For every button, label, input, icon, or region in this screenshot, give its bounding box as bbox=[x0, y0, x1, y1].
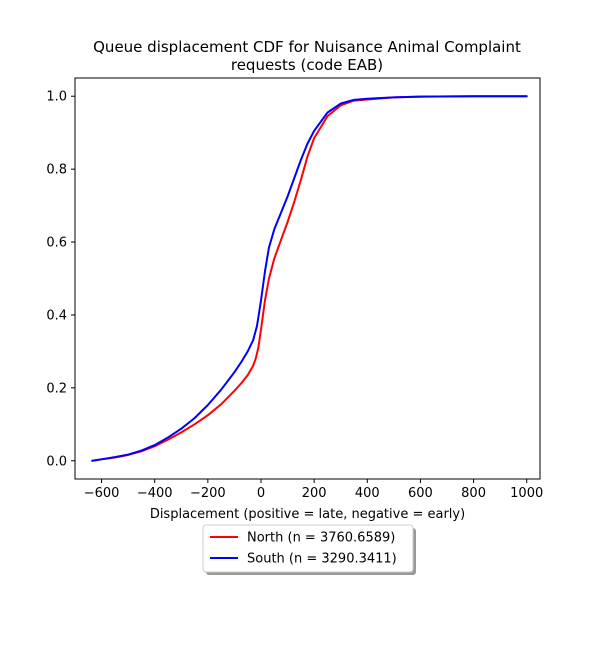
x-axis-label: Displacement (positive = late, negative … bbox=[150, 507, 465, 522]
x-tick-label: −600 bbox=[84, 486, 120, 501]
legend-box bbox=[202, 524, 414, 573]
chart-title-line-1: Queue displacement CDF for Nuisance Anim… bbox=[93, 38, 521, 56]
chart-title: Queue displacement CDF for Nuisance Anim… bbox=[93, 38, 521, 74]
y-tick-label: 1.0 bbox=[46, 90, 67, 105]
x-tick-label: −400 bbox=[137, 486, 173, 501]
x-tick-label: −200 bbox=[190, 486, 226, 501]
legend: North (n = 3760.6589) South (n = 3290.34… bbox=[202, 524, 416, 575]
y-tick-label: 0.4 bbox=[46, 308, 67, 323]
x-tick-label: 200 bbox=[302, 486, 327, 501]
x-tick-label: 600 bbox=[408, 486, 433, 501]
x-axis-ticks: −600 −400 −200 0 200 400 600 800 1000 bbox=[84, 479, 543, 501]
plot-area-frame bbox=[74, 77, 541, 480]
y-tick-label: 0.6 bbox=[46, 236, 67, 251]
y-tick-label: 0.0 bbox=[46, 454, 67, 469]
x-tick-label: 800 bbox=[461, 486, 486, 501]
y-tick-label: 0.2 bbox=[46, 381, 67, 396]
x-tick-label: 400 bbox=[355, 486, 380, 501]
legend-label-north: North (n = 3760.6589) bbox=[247, 531, 395, 546]
x-tick-label: 0 bbox=[257, 486, 265, 501]
series-line-south bbox=[91, 95, 528, 462]
x-tick-label: 1000 bbox=[510, 486, 543, 501]
legend-label-south: South (n = 3290.3411) bbox=[247, 552, 397, 567]
y-axis-ticks: 0.0 0.2 0.4 0.6 0.8 1.0 bbox=[46, 90, 75, 469]
plot-series bbox=[91, 95, 528, 462]
chart-title-line-2: requests (code EAB) bbox=[231, 56, 383, 74]
y-tick-label: 0.8 bbox=[46, 163, 67, 178]
